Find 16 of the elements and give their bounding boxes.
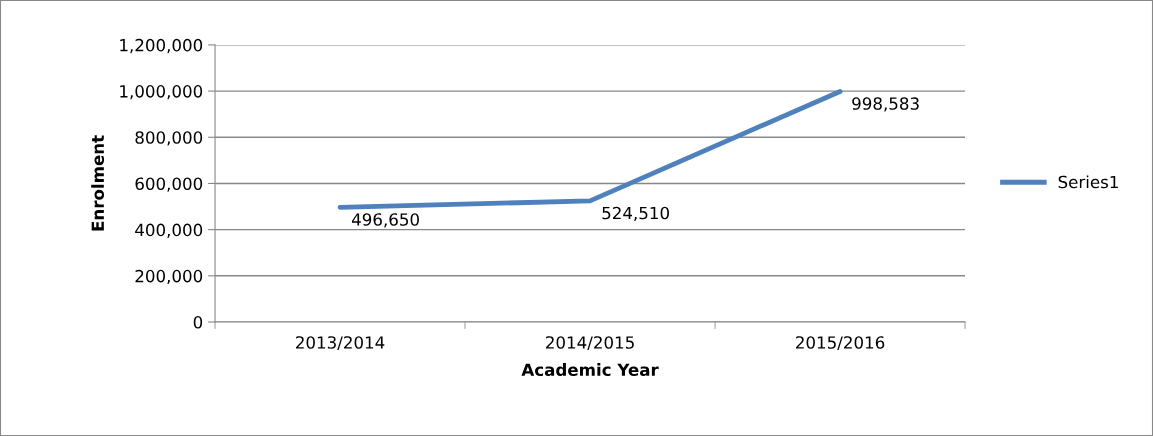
y-tick-label: 0 [193,315,203,329]
data-label: 998,583 [852,97,919,112]
x-tick-label: 2013/2014 [296,336,385,351]
x-tick-label: 2014/2015 [546,336,634,351]
data-label: 496,650 [351,213,419,228]
legend-label: Series1 [1058,175,1118,189]
y-tick-label: 600,000 [135,177,203,192]
y-tick-label: 1,200,000 [120,38,203,54]
y-tick-label: 400,000 [135,223,203,238]
x-axis-title: Academic Year [521,363,659,377]
y-tick-label: 800,000 [135,131,203,146]
y-tick-label: 200,000 [135,269,203,285]
y-axis-title: Enrolment [91,135,105,231]
x-tick-label: 2015/2016 [796,336,885,351]
y-tick-label: 1,000,000 [120,85,203,100]
data-label: 524,510 [602,206,669,222]
